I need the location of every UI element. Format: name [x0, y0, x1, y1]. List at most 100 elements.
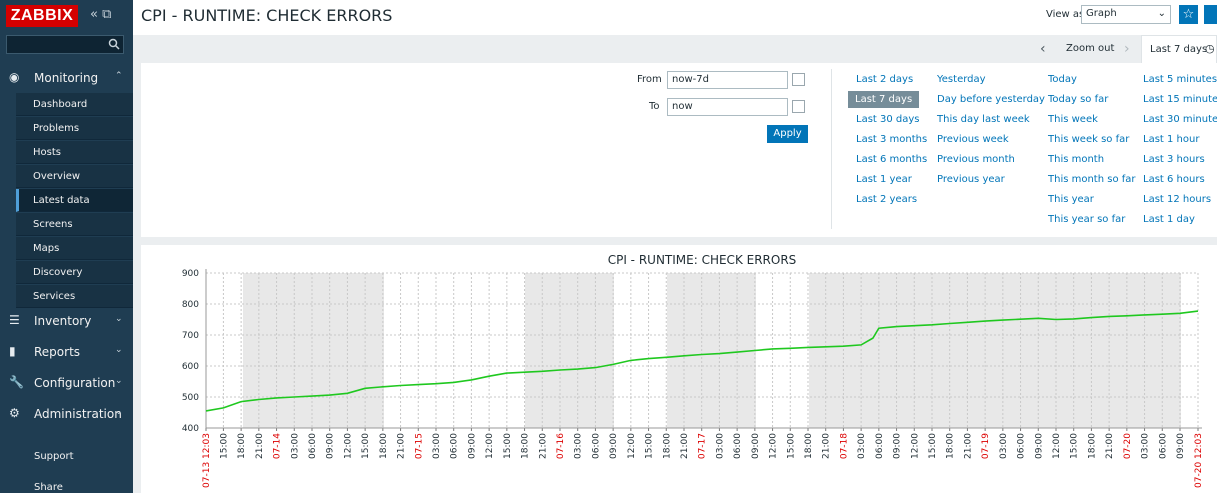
menu-caret: ⌄ — [115, 407, 123, 417]
x-tick-label: 15:00 — [786, 433, 796, 459]
menu-caret: ⌄ — [115, 376, 123, 386]
submenu-item[interactable]: Dashboard — [16, 93, 133, 116]
quick-range[interactable]: Last 1 year — [856, 174, 912, 185]
x-tick-label: 09:00 — [1034, 433, 1044, 459]
fullscreen-button[interactable] — [1204, 5, 1217, 24]
quick-range[interactable]: This month — [1048, 154, 1105, 165]
quick-range[interactable]: This month so far — [1048, 174, 1136, 185]
quick-range[interactable]: This year — [1048, 194, 1094, 205]
x-tick-label: 18:00 — [946, 433, 956, 459]
quick-range[interactable]: Last 5 minutes — [1143, 74, 1217, 85]
search-icon[interactable] — [108, 38, 120, 50]
quick-range[interactable]: This week so far — [1048, 134, 1130, 145]
shade-band — [525, 273, 614, 428]
x-tick-label: 12:00 — [485, 433, 495, 459]
logo[interactable]: ZABBIX — [6, 5, 78, 27]
quick-range[interactable]: Today so far — [1048, 94, 1109, 105]
quick-range[interactable]: Last 1 day — [1143, 214, 1195, 225]
quick-range[interactable]: Last 3 hours — [1143, 154, 1205, 165]
quick-range[interactable]: Yesterday — [937, 74, 986, 85]
footer-link[interactable]: Support — [34, 451, 74, 462]
x-tick-label: 03:00 — [432, 433, 442, 459]
menu-item[interactable]: Monitoring — [34, 71, 99, 85]
quick-range[interactable]: Last 6 hours — [1143, 174, 1205, 185]
view-as-label: View as — [1046, 9, 1085, 20]
quick-range[interactable]: Last 12 hours — [1143, 194, 1212, 205]
quick-range[interactable]: This day last week — [937, 114, 1030, 125]
next-arrow[interactable]: › — [1124, 41, 1130, 57]
x-tick-label: 21:00 — [822, 433, 832, 459]
x-tick-label: 03:00 — [857, 433, 867, 459]
submenu-item[interactable]: Screens — [16, 213, 133, 236]
from-input[interactable]: now-7d — [667, 71, 788, 89]
apply-button[interactable]: Apply — [767, 125, 808, 143]
footer-link[interactable]: Share — [34, 482, 63, 493]
chart-title: CPI - RUNTIME: CHECK ERRORS — [608, 253, 797, 267]
x-tick-label: 06:00 — [308, 433, 318, 459]
x-tick-label: 09:00 — [893, 433, 903, 459]
view-as-select[interactable]: Graph ⌄ — [1081, 5, 1171, 24]
search-box[interactable] — [6, 35, 124, 54]
x-tick-label: 12:00 — [769, 433, 779, 459]
submenu-item[interactable]: Services — [16, 285, 133, 308]
quick-range[interactable]: This week — [1048, 114, 1098, 125]
time-tab[interactable]: Last 7 days ◷ — [1141, 35, 1217, 64]
calendar-icon[interactable] — [792, 100, 805, 113]
prev-arrow[interactable]: ‹ — [1040, 41, 1046, 57]
quick-range[interactable]: Previous month — [937, 154, 1015, 165]
submenu-item[interactable]: Maps — [16, 237, 133, 260]
x-tick-label: 03:00 — [999, 433, 1009, 459]
x-tick-label: 07-17 — [698, 433, 708, 459]
x-tick-label: 06:00 — [1017, 433, 1027, 459]
quick-range[interactable]: Last 30 minutes — [1143, 114, 1217, 125]
submenu-item[interactable]: Hosts — [16, 141, 133, 164]
shade-band — [809, 273, 1181, 428]
x-tick-label: 09:00 — [326, 433, 336, 459]
quick-range[interactable]: Last 15 minutes — [1143, 94, 1217, 105]
menu-item[interactable]: Inventory — [34, 314, 92, 328]
x-tick-label: 03:00 — [290, 433, 300, 459]
menu-item[interactable]: Reports — [34, 345, 81, 359]
x-tick-label: 06:00 — [450, 433, 460, 459]
quick-range[interactable]: Last 2 days — [856, 74, 914, 85]
menu-icon: 🔧 — [9, 375, 24, 389]
x-tick-label: 07-20 12:03 — [1194, 433, 1204, 488]
submenu-item[interactable]: Problems — [16, 117, 133, 140]
quick-range[interactable]: This year so far — [1048, 214, 1126, 225]
x-tick-label: 18:00 — [662, 433, 672, 459]
divider — [831, 69, 832, 229]
favorite-button[interactable]: ☆ — [1179, 5, 1198, 24]
x-tick-label: 15:00 — [1070, 433, 1080, 459]
calendar-icon[interactable] — [792, 73, 805, 86]
x-tick-label: 18:00 — [379, 433, 389, 459]
menu-item[interactable]: Administration — [34, 407, 122, 421]
view-as-value: Graph — [1086, 8, 1117, 19]
x-tick-label: 06:00 — [733, 433, 743, 459]
x-tick-label: 21:00 — [397, 433, 407, 459]
x-tick-label: 12:00 — [627, 433, 637, 459]
quick-range[interactable]: Last 2 years — [856, 194, 918, 205]
quick-range[interactable]: Today — [1048, 74, 1077, 85]
quick-range[interactable]: Last 30 days — [856, 114, 920, 125]
submenu-item[interactable]: Latest data — [16, 189, 133, 212]
submenu-item[interactable]: Discovery — [16, 261, 133, 284]
quick-range[interactable]: Last 7 days — [848, 91, 920, 108]
zoom-out[interactable]: Zoom out — [1066, 43, 1115, 54]
x-tick-label: 07-14 — [273, 433, 283, 459]
quick-range[interactable]: Last 6 months — [856, 154, 928, 165]
collapse-icon[interactable]: « ⧉ — [90, 7, 112, 22]
quick-range[interactable]: Previous year — [937, 174, 1005, 185]
to-input[interactable]: now — [667, 98, 788, 116]
quick-range[interactable]: Day before yesterday — [937, 94, 1045, 105]
menu-item[interactable]: Configuration — [34, 376, 116, 390]
active-tab: Last 7 days — [1150, 44, 1208, 55]
x-tick-label: 12:00 — [1052, 433, 1062, 459]
submenu-item[interactable]: Overview — [16, 165, 133, 188]
quick-range[interactable]: Last 1 hour — [1143, 134, 1200, 145]
y-tick-label: 500 — [182, 393, 199, 403]
x-tick-label: 15:00 — [361, 433, 371, 459]
quick-range[interactable]: Last 3 months — [856, 134, 928, 145]
x-tick-label: 07-15 — [414, 433, 424, 459]
quick-range[interactable]: Previous week — [937, 134, 1009, 145]
menu-caret: ⌄ — [115, 314, 123, 324]
